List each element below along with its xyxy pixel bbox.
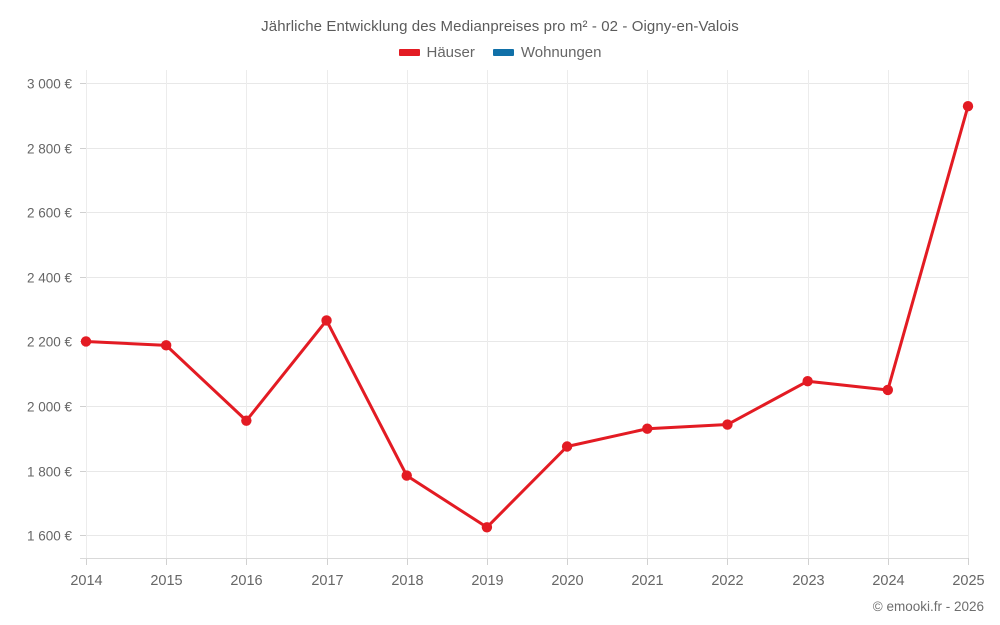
data-point[interactable]: [642, 423, 653, 434]
x-tick-label: 2023: [792, 573, 824, 589]
x-tick-label: 2024: [872, 573, 904, 589]
series-layer: [80, 101, 974, 533]
data-point[interactable]: [321, 315, 332, 326]
axis-layer: [80, 83, 969, 565]
data-point[interactable]: [241, 415, 252, 426]
y-tick-label: 2 400 €: [27, 271, 73, 286]
x-tick-label: 2019: [471, 573, 503, 589]
legend-swatch-haeuser: [398, 49, 420, 56]
x-tick-label: 2017: [311, 573, 343, 589]
x-tick-label: 2016: [230, 573, 262, 589]
data-point[interactable]: [561, 441, 573, 452]
data-point[interactable]: [160, 340, 172, 351]
legend-item-wohnungen[interactable]: Wohnungen: [492, 44, 602, 61]
legend-label-wohnungen: Wohnungen: [520, 44, 602, 61]
x-tick-label: 2015: [150, 573, 182, 589]
series-line-häuser: [84, 104, 970, 529]
data-point[interactable]: [722, 419, 733, 430]
x-axis-labels: 2014 2015 2016 2017 2018 2019 2020 2021 2022 2023…: [70, 573, 984, 589]
chart-legend: Häuser Wohnungen: [0, 44, 1000, 61]
y-tick-label: 1 600 €: [27, 529, 73, 544]
x-tick-label: 2025: [952, 573, 984, 589]
y-tick-label: 2 000 €: [27, 400, 73, 415]
data-point[interactable]: [962, 101, 974, 112]
x-tick-label: 2014: [70, 573, 102, 589]
y-tick-label: 2 200 €: [27, 335, 73, 350]
y-tick-label: 2 600 €: [27, 206, 73, 221]
y-tick-label: 3 000 €: [27, 77, 73, 92]
x-tick-label: 2020: [551, 573, 583, 589]
data-point[interactable]: [481, 522, 493, 533]
footer-credit: © emooki.fr - 2026: [872, 599, 984, 614]
y-tick-label: 1 800 €: [27, 465, 73, 480]
y-axis-labels: 1 600 € 1 800 € 2 000 € 2 200 € 2 400 € 2 600…: [27, 77, 73, 544]
data-point[interactable]: [80, 336, 92, 347]
data-point[interactable]: [882, 384, 894, 396]
legend-swatch-wohnungen: [492, 49, 514, 56]
legend-item-haeuser[interactable]: Häuser: [398, 44, 475, 61]
x-tick-label: 2018: [391, 573, 423, 589]
grid-layer: [86, 70, 969, 558]
legend-label-haeuser: Häuser: [426, 44, 475, 61]
x-tick-label: 2021: [631, 573, 663, 589]
data-point[interactable]: [802, 376, 813, 387]
x-tick-label: 2022: [711, 573, 743, 589]
y-tick-label: 2 800 €: [27, 142, 73, 157]
data-point[interactable]: [401, 470, 412, 481]
chart-title: Jährliche Entwicklung des Medianpreises …: [261, 18, 739, 35]
